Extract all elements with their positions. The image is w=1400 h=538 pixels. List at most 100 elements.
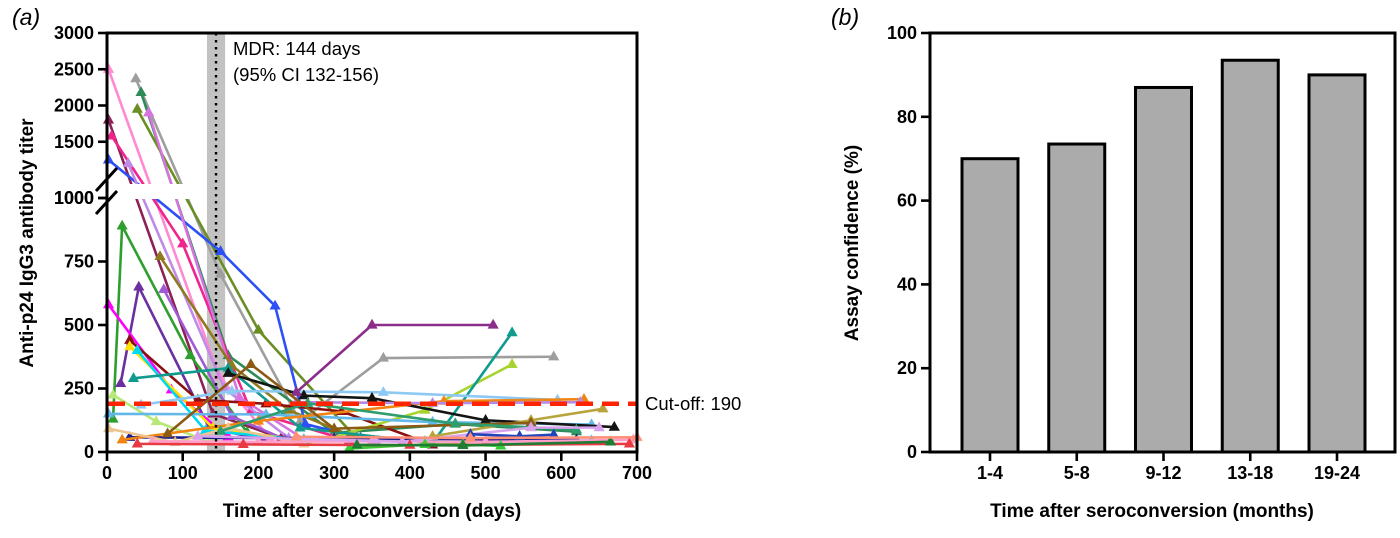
series-line-subject-24 bbox=[121, 397, 585, 442]
series-marker-subject-02 bbox=[214, 268, 227, 278]
series-marker-subject-06 bbox=[105, 129, 118, 140]
series-marker-subject-33 bbox=[396, 435, 408, 446]
panel-a-x-tick-label: 0 bbox=[102, 463, 112, 483]
panel-a-letter: (a) bbox=[12, 4, 41, 30]
panel-a-x-tick-label: 300 bbox=[319, 463, 349, 483]
series-line-subject-21 bbox=[140, 389, 558, 407]
series-marker-subject-17 bbox=[131, 344, 143, 354]
series-marker-subject-18 bbox=[150, 415, 162, 426]
series-marker-subject-04 bbox=[131, 102, 143, 113]
panel-b-y-tick-label: 100 bbox=[887, 23, 917, 43]
axis-break-slash-lower bbox=[94, 189, 119, 216]
panel-a-axes-box bbox=[105, 31, 639, 454]
panel-b-x-tick-label: 9-12 bbox=[1145, 463, 1181, 483]
series-line-subject-03 bbox=[139, 92, 577, 435]
bar-5-8 bbox=[1047, 142, 1107, 454]
axis-break-slash-upper bbox=[94, 166, 119, 193]
axis-break-gap bbox=[109, 184, 635, 199]
series-marker-subject-07 bbox=[102, 153, 115, 164]
series-marker-subject-10 bbox=[107, 412, 119, 423]
series-marker-subject-30 bbox=[328, 422, 340, 433]
series-marker-subject-13 bbox=[102, 298, 115, 309]
panel-a-x-tick-label: 700 bbox=[622, 463, 652, 483]
bar-19-24 bbox=[1307, 73, 1367, 454]
series-line-subject-38 bbox=[296, 435, 638, 440]
mdr-ci-band-break-segment bbox=[206, 184, 226, 199]
panel-a-y-tick-label: 750 bbox=[64, 252, 94, 272]
bar-9-12 bbox=[1134, 85, 1193, 454]
series-line-subject-30 bbox=[166, 363, 532, 435]
panel-a-y-tick-label: 3000 bbox=[54, 23, 94, 43]
series-marker-subject-38 bbox=[290, 430, 302, 441]
series-marker-subject-26 bbox=[479, 414, 492, 424]
panel-b-y-tick-label: 20 bbox=[897, 358, 917, 378]
series-line-subject-14 bbox=[158, 255, 358, 440]
panel-a-y-tick-label: 2000 bbox=[54, 96, 94, 116]
series-marker-subject-29 bbox=[597, 402, 609, 413]
series-marker-subject-28 bbox=[366, 318, 378, 329]
series-marker-subject-15 bbox=[192, 393, 204, 404]
series-marker-subject-36 bbox=[548, 428, 560, 439]
series-marker-subject-31 bbox=[449, 417, 461, 428]
series-marker-subject-09 bbox=[233, 391, 246, 401]
panel-b-x-tick-label: 5-8 bbox=[1064, 463, 1090, 483]
series-marker-subject-10 bbox=[116, 219, 128, 230]
series-marker-subject-02 bbox=[548, 350, 560, 361]
series-marker-subject-32 bbox=[479, 435, 492, 446]
panel-b-x-axis-label: Time after seroconversion (months) bbox=[990, 501, 1314, 522]
panel-a-x-tick-label: 100 bbox=[168, 463, 198, 483]
cutoff-label: Cut-off: 190 bbox=[645, 393, 742, 414]
series-marker-subject-08 bbox=[122, 157, 134, 168]
panel-a-y-tick-label: 0 bbox=[84, 442, 94, 462]
panel-b-x-tick-label: 19-24 bbox=[1314, 463, 1360, 483]
series-marker-subject-26 bbox=[222, 367, 234, 377]
series-marker-subject-33 bbox=[525, 421, 537, 432]
series-marker-subject-33 bbox=[593, 421, 605, 432]
panel-b-y-tick-label: 60 bbox=[897, 191, 917, 211]
series-marker-subject-35 bbox=[623, 437, 636, 448]
series-marker-subject-35 bbox=[237, 438, 249, 448]
panel-b-y-tick-label: 0 bbox=[907, 442, 917, 462]
panel-a-y-axis-label: Anti-p24 IgG3 antibody titer bbox=[17, 118, 38, 368]
panel-a-y-tick-label: 1000 bbox=[54, 188, 94, 208]
series-marker-subject-35 bbox=[131, 437, 143, 448]
series-marker-subject-28 bbox=[290, 386, 302, 396]
series-marker-subject-07 bbox=[269, 299, 281, 310]
panel-a-x-tick-label: 500 bbox=[471, 463, 501, 483]
series-marker-subject-16 bbox=[124, 340, 136, 351]
series-marker-subject-07 bbox=[299, 417, 311, 428]
series-marker-subject-12 bbox=[158, 283, 170, 294]
series-marker-subject-04 bbox=[252, 323, 265, 334]
series-marker-subject-28 bbox=[487, 318, 499, 329]
series-marker-subject-30 bbox=[245, 358, 257, 368]
panel-a-y-tick-label: 250 bbox=[64, 379, 94, 399]
series-marker-subject-07 bbox=[214, 245, 227, 255]
panel-a-y-tick-label: 2500 bbox=[54, 59, 94, 79]
series-marker-subject-38 bbox=[464, 431, 477, 442]
panel-a-x-tick-label: 600 bbox=[546, 463, 576, 483]
series-marker-subject-11 bbox=[133, 280, 145, 291]
series-marker-subject-33 bbox=[192, 430, 204, 440]
series-marker-subject-24 bbox=[116, 433, 128, 444]
series-marker-subject-26 bbox=[608, 420, 620, 431]
series-marker-subject-37 bbox=[604, 435, 617, 446]
series-marker-subject-26 bbox=[366, 391, 378, 402]
series-marker-subject-32 bbox=[252, 435, 265, 446]
series-marker-subject-20 bbox=[506, 326, 518, 337]
series-marker-subject-20 bbox=[127, 372, 140, 382]
bar-13-18 bbox=[1220, 58, 1280, 454]
panel-b-y-tick-label: 80 bbox=[897, 107, 917, 127]
series-marker-subject-31 bbox=[214, 424, 227, 435]
mdr-annotation-line1: MDR: 144 days bbox=[233, 38, 361, 59]
series-marker-subject-20 bbox=[222, 361, 234, 372]
series-line-subject-31 bbox=[220, 401, 577, 433]
panel-a-x-tick-label: 200 bbox=[243, 463, 273, 483]
panel-a-y-tick-label: 500 bbox=[64, 315, 94, 335]
series-marker-subject-30 bbox=[161, 427, 174, 438]
series-marker-subject-02 bbox=[130, 72, 142, 83]
series-line-subject-36 bbox=[470, 432, 554, 438]
series-marker-subject-06 bbox=[177, 237, 189, 248]
series-marker-subject-32 bbox=[146, 435, 159, 445]
series-marker-subject-20 bbox=[294, 421, 306, 432]
